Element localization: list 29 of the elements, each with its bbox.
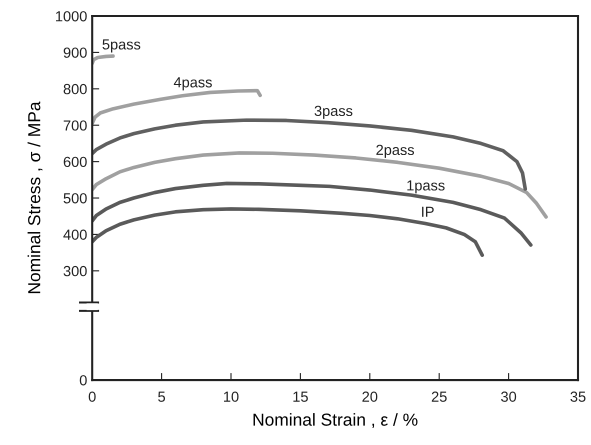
y-tick-label: 800 bbox=[64, 84, 87, 94]
x-tick-label: 25 bbox=[432, 392, 447, 402]
line-series bbox=[92, 182, 533, 247]
series-label: 4pass bbox=[174, 77, 212, 90]
x-tick-label: 30 bbox=[501, 392, 516, 402]
x-tick-label: 10 bbox=[224, 392, 239, 402]
x-tick-label: 0 bbox=[88, 392, 96, 402]
x-tick-label: 15 bbox=[293, 392, 308, 402]
y-tick-label: 600 bbox=[64, 156, 87, 168]
y-tick-label: 1000 bbox=[56, 11, 87, 22]
line-series bbox=[92, 54, 115, 66]
y-axis-title: Nominal Stress , σ / MPa bbox=[28, 101, 42, 294]
x-axis-title: Nominal Strain , ε / % bbox=[254, 413, 418, 428]
y-tick-label: 500 bbox=[64, 193, 87, 204]
x-tick-label: 35 bbox=[570, 392, 586, 402]
y-tick-label: 400 bbox=[63, 230, 87, 240]
series-label: IP bbox=[422, 206, 434, 217]
y-tick-label: 0 bbox=[80, 375, 87, 386]
line-series bbox=[92, 207, 484, 257]
line-series bbox=[92, 88, 262, 126]
y-tick-label: 300 bbox=[64, 266, 87, 276]
x-tick-label: 5 bbox=[158, 392, 166, 402]
y-tick-label: 700 bbox=[64, 120, 87, 131]
x-tick-label: 20 bbox=[362, 392, 378, 402]
y-tick-label: 900 bbox=[64, 48, 87, 58]
series-label: 3pass bbox=[314, 106, 352, 119]
series-label: 2pass bbox=[376, 144, 414, 158]
series-label: 5pass bbox=[102, 39, 140, 52]
series-label: 1pass bbox=[407, 180, 445, 194]
